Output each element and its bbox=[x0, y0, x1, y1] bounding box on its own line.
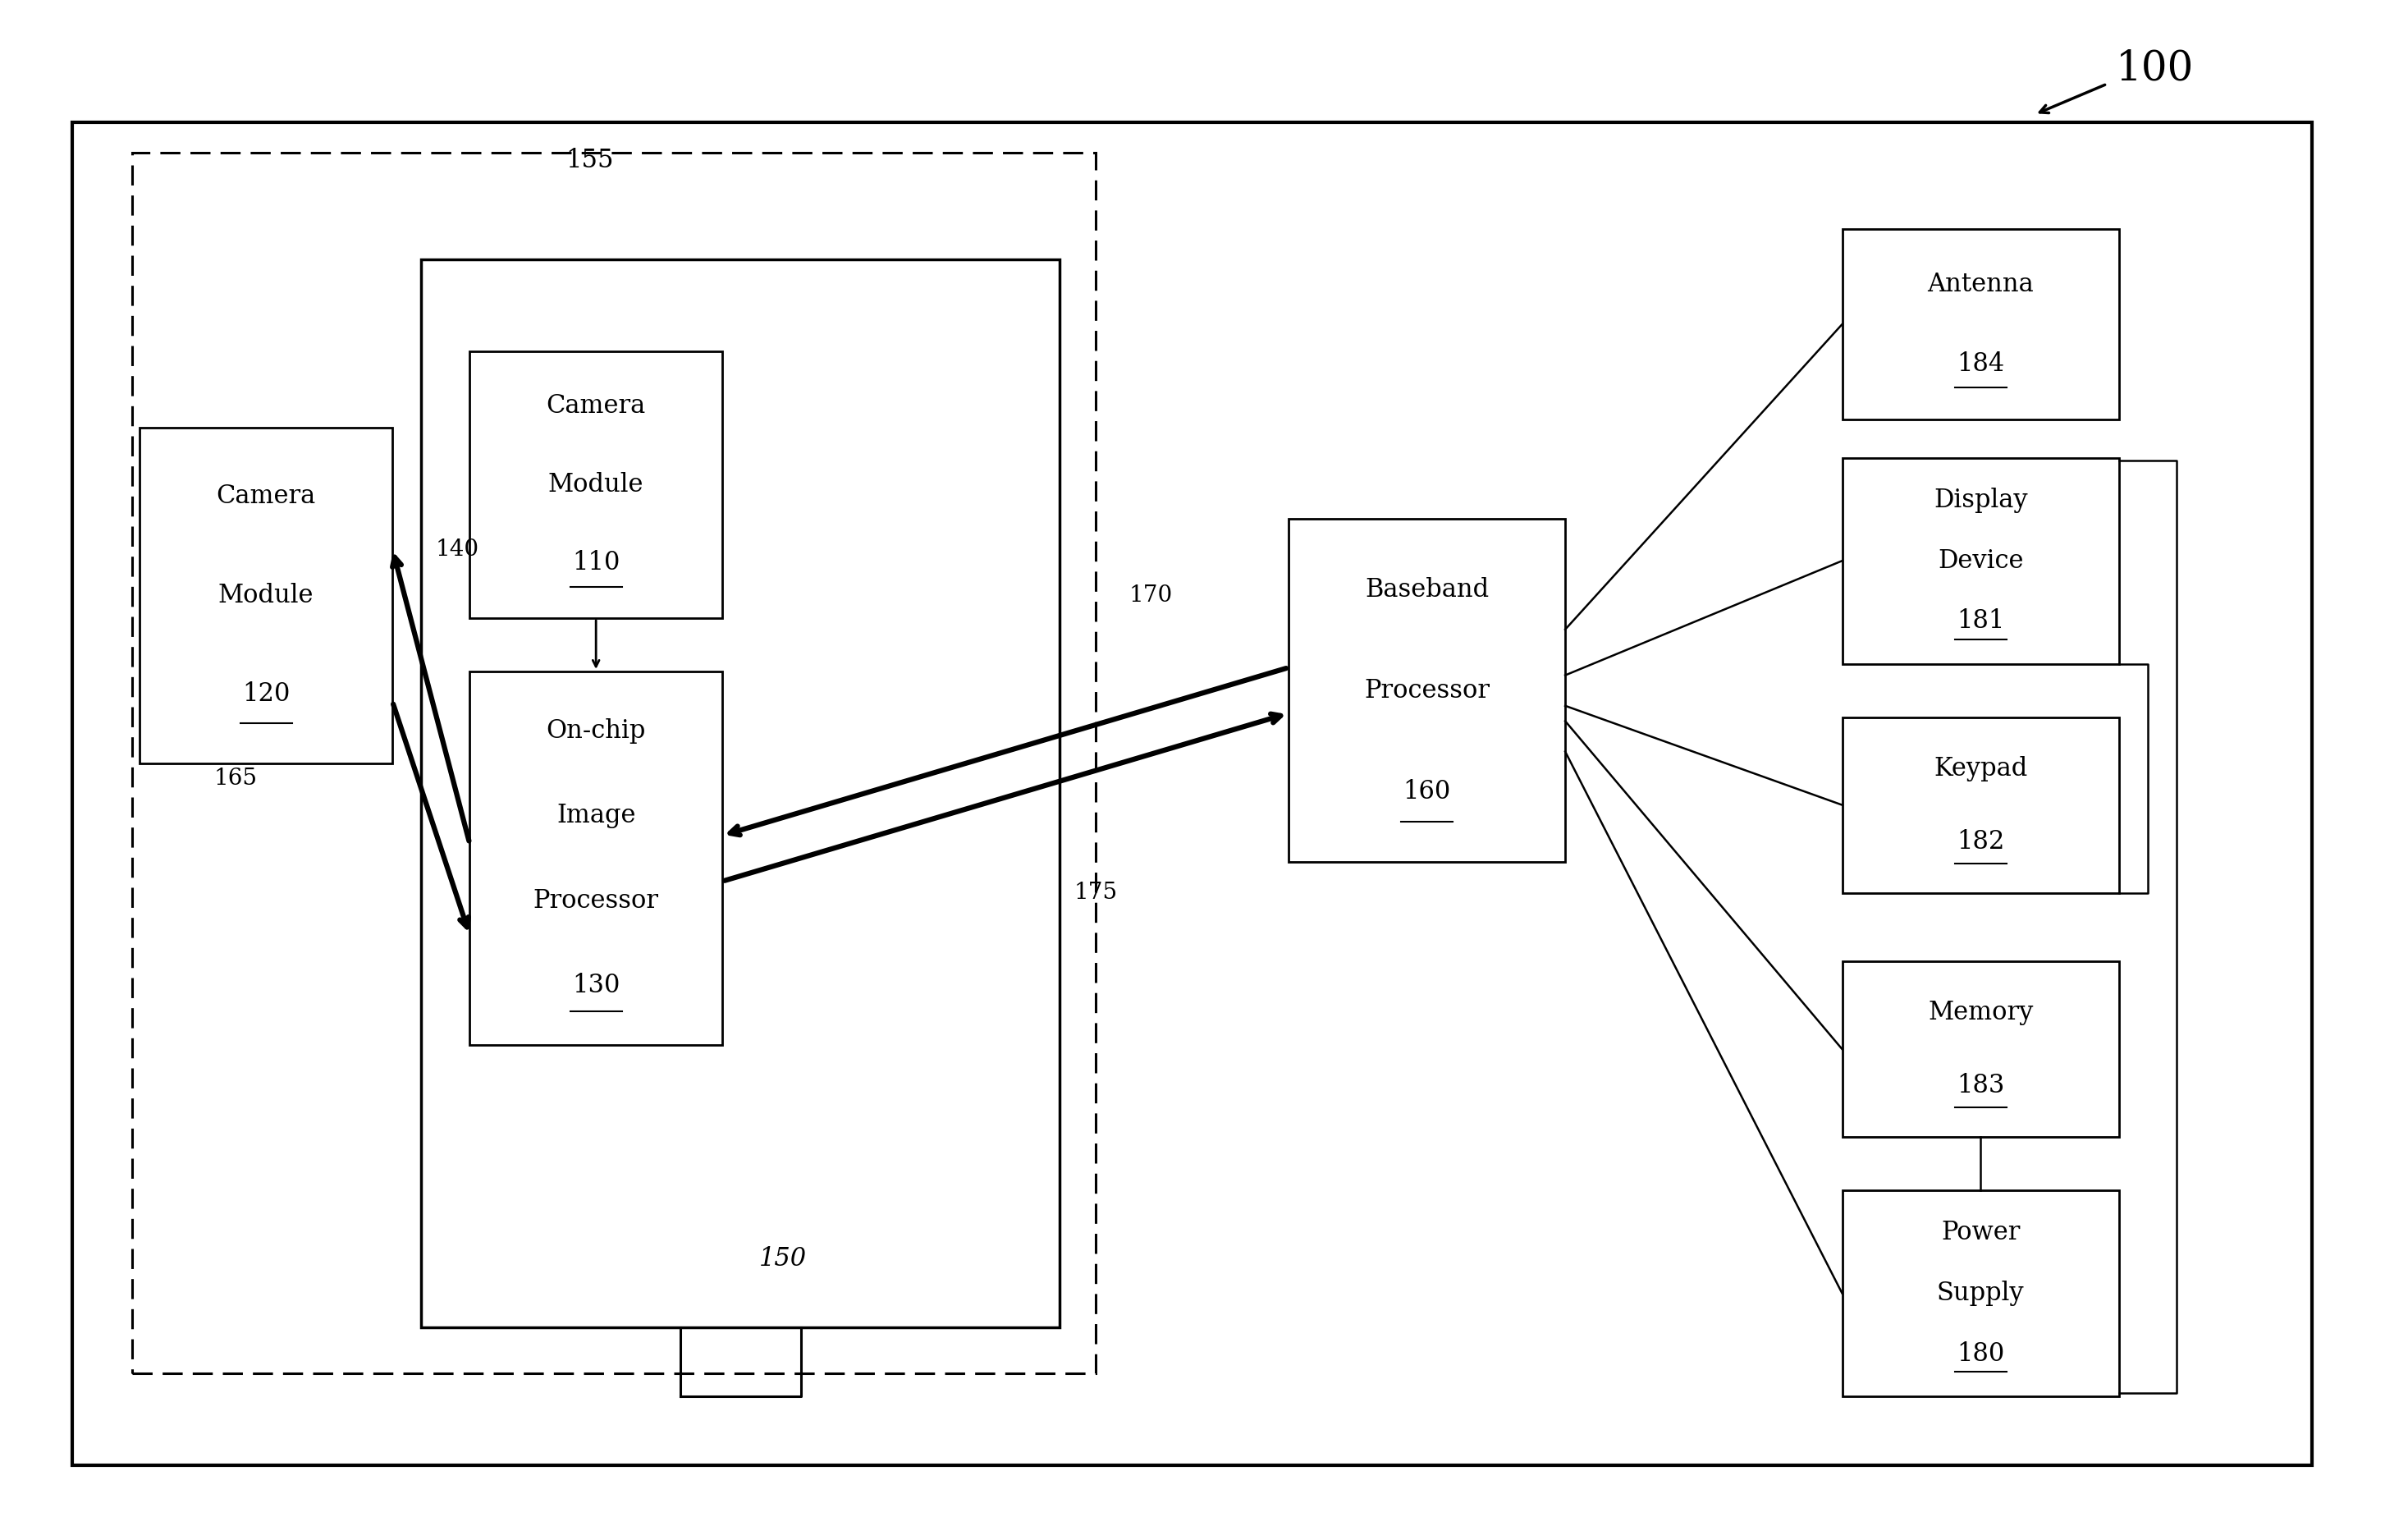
Text: Module: Module bbox=[219, 583, 313, 607]
Text: Baseband: Baseband bbox=[1365, 577, 1488, 603]
Text: Keypad: Keypad bbox=[1934, 755, 2028, 781]
Bar bbox=[470, 671, 722, 1045]
Text: 184: 184 bbox=[1958, 351, 2003, 377]
Text: Device: Device bbox=[1938, 548, 2023, 574]
Text: 140: 140 bbox=[436, 539, 479, 560]
Text: Processor: Processor bbox=[1363, 678, 1491, 703]
Bar bbox=[1842, 229, 2119, 420]
Bar bbox=[140, 427, 393, 763]
Text: 180: 180 bbox=[1958, 1341, 2003, 1367]
Bar bbox=[1842, 961, 2119, 1137]
Bar bbox=[421, 259, 1060, 1328]
Text: 120: 120 bbox=[243, 681, 289, 707]
Bar bbox=[132, 153, 1096, 1373]
Text: 150: 150 bbox=[759, 1247, 807, 1271]
Text: Antenna: Antenna bbox=[1926, 272, 2035, 298]
Bar bbox=[1842, 458, 2119, 664]
Text: 110: 110 bbox=[573, 551, 619, 575]
Text: 170: 170 bbox=[1129, 584, 1173, 606]
Text: Processor: Processor bbox=[532, 888, 660, 914]
Text: 165: 165 bbox=[214, 768, 258, 789]
Text: 100: 100 bbox=[2117, 49, 2194, 89]
Text: 155: 155 bbox=[566, 148, 614, 172]
Bar bbox=[470, 351, 722, 618]
Bar bbox=[72, 122, 2312, 1465]
Text: Image: Image bbox=[556, 803, 636, 829]
Bar bbox=[1842, 717, 2119, 893]
Text: Display: Display bbox=[1934, 487, 2028, 513]
Text: 175: 175 bbox=[1074, 882, 1117, 903]
Bar bbox=[1288, 519, 1565, 862]
Text: On-chip: On-chip bbox=[547, 719, 645, 743]
Bar bbox=[1842, 1190, 2119, 1396]
Text: Camera: Camera bbox=[547, 394, 645, 418]
Text: Module: Module bbox=[549, 472, 643, 497]
Text: 183: 183 bbox=[1958, 1073, 2003, 1099]
Text: 182: 182 bbox=[1958, 829, 2003, 855]
Text: 130: 130 bbox=[573, 974, 619, 998]
Text: 160: 160 bbox=[1404, 778, 1450, 804]
Text: 181: 181 bbox=[1958, 609, 2003, 635]
Text: Memory: Memory bbox=[1929, 1000, 2032, 1025]
Text: Power: Power bbox=[1941, 1219, 2020, 1245]
Text: Camera: Camera bbox=[217, 484, 315, 510]
Text: Supply: Supply bbox=[1936, 1280, 2025, 1306]
